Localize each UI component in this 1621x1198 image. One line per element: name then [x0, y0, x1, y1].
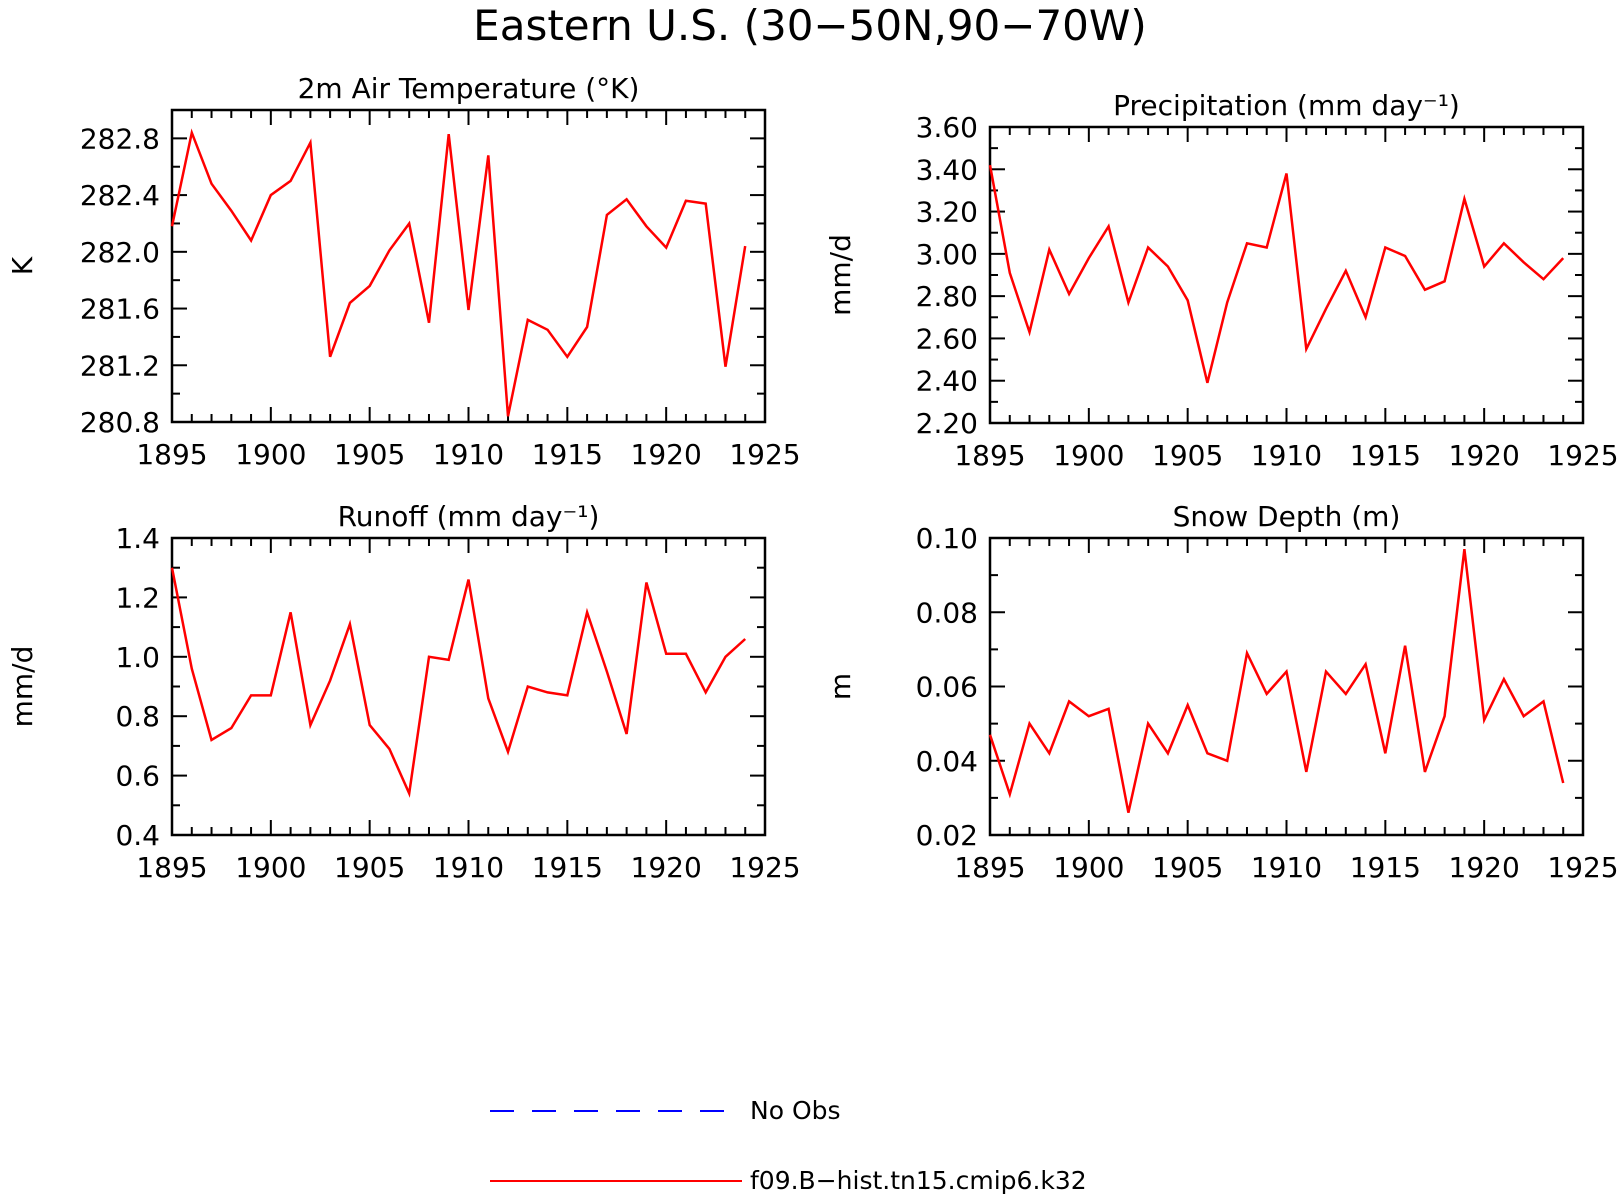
x-tick-label: 1920 [1449, 851, 1520, 884]
y-tick-label: 0.10 [916, 522, 978, 555]
plot-frame-snow-depth [988, 536, 1585, 837]
y-tick-label: 281.2 [80, 349, 160, 382]
panel-title-temperature: 2m Air Temperature (°K) [298, 72, 640, 105]
x-tick-label: 1895 [136, 851, 207, 884]
x-tick-label: 1910 [1251, 439, 1322, 472]
x-tick-label: 1915 [532, 438, 603, 471]
panel-precipitation: Precipitation (mm day⁻¹) mm/d 1895 1900 1905… [824, 89, 1619, 472]
x-tick-label: 1905 [1152, 851, 1223, 884]
x-tick-label: 1920 [631, 438, 702, 471]
y-axis-label-runoff: mm/d [6, 646, 39, 728]
x-tick-label: 1905 [1152, 439, 1223, 472]
y-tick-label: 282.4 [80, 179, 160, 212]
panel-title-precipitation: Precipitation (mm day⁻¹) [1113, 89, 1460, 122]
x-tick-label: 1915 [1350, 439, 1421, 472]
x-tick-label: 1895 [954, 439, 1025, 472]
y-tick-label: 0.02 [916, 819, 978, 852]
x-tick-label: 1925 [1547, 851, 1618, 884]
y-tick-label: 0.06 [916, 671, 978, 704]
y-tick-label: 0.04 [916, 745, 978, 778]
x-tick-label: 1925 [1547, 439, 1618, 472]
legend-label-no-obs: No Obs [750, 1096, 841, 1125]
y-tick-label: 0.4 [115, 819, 160, 852]
x-tick-label: 1895 [136, 438, 207, 471]
x-tick-label: 1905 [334, 851, 405, 884]
y-tick-label: 3.60 [916, 111, 978, 144]
y-tick-label: 3.00 [916, 238, 978, 271]
y-tick-label: 0.6 [115, 760, 160, 793]
x-tick-label: 1905 [334, 438, 405, 471]
x-tick-label: 1920 [1449, 439, 1520, 472]
panel-temperature: 2m Air Temperature (°K) K 1895 1900 1905 1910… [6, 72, 801, 471]
x-tick-label: 1910 [1251, 851, 1322, 884]
y-tick-label: 2.20 [916, 407, 978, 440]
panel-runoff: Runoff (mm day⁻¹) mm/d 1895 1900 1905 1910 191… [6, 500, 801, 884]
y-tick-label: 3.40 [916, 153, 978, 186]
x-tick-label: 1910 [433, 851, 504, 884]
y-tick-label: 282.8 [80, 122, 160, 155]
x-tick-label: 1900 [235, 851, 306, 884]
plot-frame-temperature [170, 108, 767, 424]
y-tick-label: 280.8 [80, 406, 160, 439]
y-tick-label: 2.60 [916, 322, 978, 355]
y-tick-label: 281.6 [80, 293, 160, 326]
series-line-snow-depth [988, 548, 1565, 813]
x-tick-label: 1925 [729, 851, 800, 884]
y-tick-label: 0.8 [115, 700, 160, 733]
y-tick-label: 0.08 [916, 596, 978, 629]
figure-title: Eastern U.S. (30−50N,90−70W) [473, 1, 1147, 50]
legend: No Obs f09.B−hist.tn15.cmip6.k32 [490, 1096, 1087, 1195]
x-tick-label: 1895 [954, 851, 1025, 884]
x-tick-label: 1900 [1053, 851, 1124, 884]
x-tick-label: 1900 [235, 438, 306, 471]
y-tick-label: 282.0 [80, 236, 160, 269]
y-tick-label: 1.4 [115, 522, 160, 555]
x-tick-label: 1925 [729, 438, 800, 471]
series-line-precipitation [988, 164, 1565, 384]
x-tick-label: 1900 [1053, 439, 1124, 472]
y-tick-label: 3.20 [916, 196, 978, 229]
x-tick-label: 1920 [631, 851, 702, 884]
legend-label-model: f09.B−hist.tn15.cmip6.k32 [750, 1166, 1087, 1195]
y-axis-label-snow-depth: m [824, 673, 857, 700]
y-tick-label: 1.2 [115, 581, 160, 614]
y-tick-label: 2.40 [916, 365, 978, 398]
panel-title-snow-depth: Snow Depth (m) [1173, 500, 1401, 533]
y-axis-label-precipitation: mm/d [824, 234, 857, 316]
x-tick-label: 1915 [1350, 851, 1421, 884]
x-tick-label: 1910 [433, 438, 504, 471]
x-tick-label: 1915 [532, 851, 603, 884]
panel-snow-depth: Snow Depth (m) m 1895 1900 1905 1910 1915 1920 1… [824, 500, 1619, 884]
series-line-runoff [170, 567, 747, 798]
series-line-temperature [170, 128, 747, 417]
panels: 2m Air Temperature (°K) K 1895 1900 1905 1910… [6, 72, 1619, 884]
y-tick-label: 1.0 [115, 641, 160, 674]
y-axis-label-temperature: K [6, 256, 39, 275]
y-tick-label: 2.80 [916, 280, 978, 313]
panel-title-runoff: Runoff (mm day⁻¹) [338, 500, 600, 533]
